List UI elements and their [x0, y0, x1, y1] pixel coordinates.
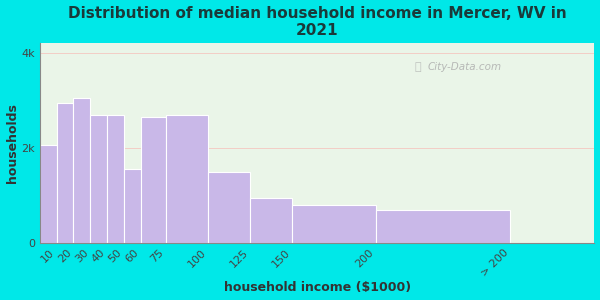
Bar: [376, 209, 511, 243]
Bar: [73, 98, 90, 243]
Bar: [40, 146, 56, 243]
Bar: [56, 103, 73, 243]
Bar: [166, 115, 208, 243]
Y-axis label: households: households: [5, 103, 19, 183]
Text: City-Data.com: City-Data.com: [428, 62, 502, 72]
Bar: [250, 198, 292, 243]
Bar: [292, 205, 376, 243]
Text: ⓘ: ⓘ: [414, 62, 421, 72]
Bar: [90, 115, 107, 243]
Bar: [107, 115, 124, 243]
Bar: [140, 117, 166, 243]
Bar: [208, 172, 250, 243]
X-axis label: household income ($1000): household income ($1000): [224, 281, 410, 294]
Bar: [124, 169, 140, 243]
Title: Distribution of median household income in Mercer, WV in
2021: Distribution of median household income …: [68, 6, 566, 38]
